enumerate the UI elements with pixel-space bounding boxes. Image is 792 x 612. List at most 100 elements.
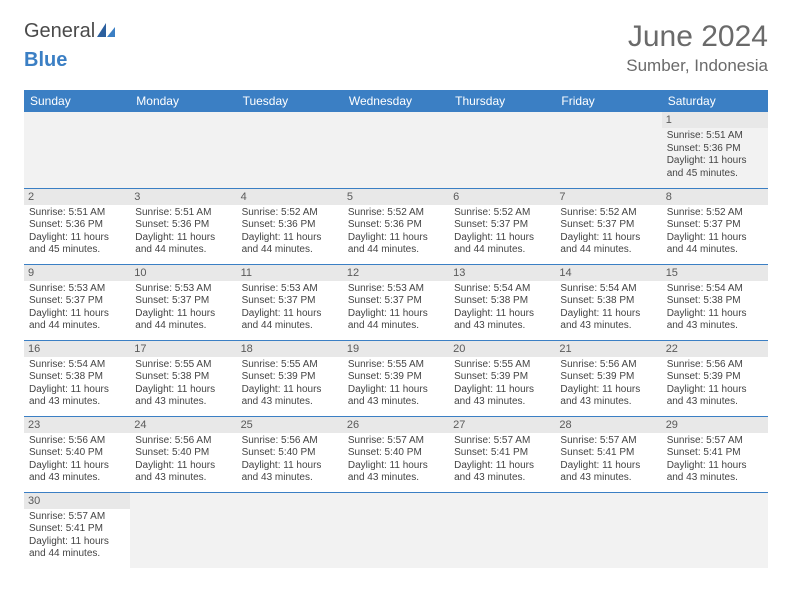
day-info: Sunrise: 5:56 AMSunset: 5:40 PMDaylight:… bbox=[242, 435, 338, 485]
calendar-day-cell: 17 Sunrise: 5:55 AMSunset: 5:38 PMDayligh… bbox=[130, 340, 236, 416]
day-info: Sunrise: 5:53 AMSunset: 5:37 PMDaylight:… bbox=[29, 283, 125, 333]
day-info: Sunrise: 5:51 AMSunset: 5:36 PMDaylight:… bbox=[667, 130, 763, 180]
day-info: Sunrise: 5:56 AMSunset: 5:40 PMDaylight:… bbox=[29, 435, 125, 485]
day-number: 29 bbox=[662, 417, 768, 433]
calendar-day-cell: 27Sunrise: 5:57 AMSunset: 5:41 PMDayligh… bbox=[449, 416, 555, 492]
calendar-day-cell: 4 Sunrise: 5:52 AMSunset: 5:36 PMDaylight… bbox=[237, 188, 343, 264]
weekday-header: Sunday bbox=[24, 90, 130, 112]
day-info: Sunrise: 5:55 AMSunset: 5:38 PMDaylight:… bbox=[135, 359, 231, 409]
day-number: 28 bbox=[555, 417, 661, 433]
calendar-day-cell bbox=[343, 112, 449, 188]
calendar-day-cell bbox=[555, 112, 661, 188]
day-number: 1 bbox=[662, 112, 768, 128]
calendar-day-cell: 3Sunrise: 5:51 AMSunset: 5:36 PMDaylight… bbox=[130, 188, 236, 264]
day-number: 8 bbox=[662, 189, 768, 205]
calendar-week-row: 2Sunrise: 5:51 AMSunset: 5:36 PMDaylight… bbox=[24, 188, 768, 264]
calendar-day-cell bbox=[130, 492, 236, 568]
day-number: 13 bbox=[449, 265, 555, 281]
day-info: Sunrise: 5:56 AMSunset: 5:39 PMDaylight:… bbox=[667, 359, 763, 409]
calendar-day-cell: 11Sunrise: 5:53 AMSunset: 5:37 PMDayligh… bbox=[237, 264, 343, 340]
calendar-day-cell: 19 Sunrise: 5:55 AMSunset: 5:39 PMDayligh… bbox=[343, 340, 449, 416]
calendar-day-cell: 26 Sunrise: 5:57 AMSunset: 5:40 PMDayligh… bbox=[343, 416, 449, 492]
weekday-header: Tuesday bbox=[237, 90, 343, 112]
calendar-day-cell bbox=[24, 112, 130, 188]
location: Sumber, Indonesia bbox=[626, 56, 768, 76]
day-info: Sunrise: 5:53 AMSunset: 5:37 PMDaylight:… bbox=[135, 283, 231, 333]
day-info: Sunrise: 5:57 AMSunset: 5:41 PMDaylight:… bbox=[667, 435, 763, 485]
day-number: 5 bbox=[343, 189, 449, 205]
day-number: 7 bbox=[555, 189, 661, 205]
day-number: 10 bbox=[130, 265, 236, 281]
day-number: 19 bbox=[343, 341, 449, 357]
day-info: Sunrise: 5:54 AMSunset: 5:38 PMDaylight:… bbox=[454, 283, 550, 333]
calendar-day-cell: 24Sunrise: 5:56 AMSunset: 5:40 PMDayligh… bbox=[130, 416, 236, 492]
day-info: Sunrise: 5:55 AMSunset: 5:39 PMDaylight:… bbox=[242, 359, 338, 409]
day-info: Sunrise: 5:52 AMSunset: 5:37 PMDaylight:… bbox=[667, 207, 763, 257]
weekday-header: Monday bbox=[130, 90, 236, 112]
day-number: 17 bbox=[130, 341, 236, 357]
logo-text-general: General bbox=[24, 20, 95, 42]
calendar-day-cell bbox=[130, 112, 236, 188]
day-info: Sunrise: 5:52 AMSunset: 5:36 PMDaylight:… bbox=[348, 207, 444, 257]
calendar-day-cell bbox=[555, 492, 661, 568]
calendar-day-cell: 15 Sunrise: 5:54 AMSunset: 5:38 PMDayligh… bbox=[662, 264, 768, 340]
day-info: Sunrise: 5:52 AMSunset: 5:36 PMDaylight:… bbox=[242, 207, 338, 257]
header: General Blue June 2024 Sumber, Indonesia bbox=[24, 20, 768, 76]
calendar-day-cell: 10 Sunrise: 5:53 AMSunset: 5:37 PMDayligh… bbox=[130, 264, 236, 340]
day-number: 11 bbox=[237, 265, 343, 281]
day-number: 22 bbox=[662, 341, 768, 357]
day-info: Sunrise: 5:54 AMSunset: 5:38 PMDaylight:… bbox=[560, 283, 656, 333]
logo-text-blue: Blue bbox=[24, 49, 67, 71]
calendar-day-cell: 7 Sunrise: 5:52 AMSunset: 5:37 PMDaylight… bbox=[555, 188, 661, 264]
day-info: Sunrise: 5:54 AMSunset: 5:38 PMDaylight:… bbox=[667, 283, 763, 333]
calendar-day-cell: 2Sunrise: 5:51 AMSunset: 5:36 PMDaylight… bbox=[24, 188, 130, 264]
calendar-day-cell: 20Sunrise: 5:55 AMSunset: 5:39 PMDayligh… bbox=[449, 340, 555, 416]
day-info: Sunrise: 5:56 AMSunset: 5:39 PMDaylight:… bbox=[560, 359, 656, 409]
weekday-header: Wednesday bbox=[343, 90, 449, 112]
day-number: 16 bbox=[24, 341, 130, 357]
day-number: 26 bbox=[343, 417, 449, 433]
calendar-day-cell: 22 Sunrise: 5:56 AMSunset: 5:39 PMDayligh… bbox=[662, 340, 768, 416]
calendar-week-row: 23 Sunrise: 5:56 AMSunset: 5:40 PMDayligh… bbox=[24, 416, 768, 492]
day-info: Sunrise: 5:53 AMSunset: 5:37 PMDaylight:… bbox=[348, 283, 444, 333]
day-info: Sunrise: 5:52 AMSunset: 5:37 PMDaylight:… bbox=[560, 207, 656, 257]
calendar-day-cell: 6Sunrise: 5:52 AMSunset: 5:37 PMDaylight… bbox=[449, 188, 555, 264]
calendar-week-row: 1 Sunrise: 5:51 AMSunset: 5:36 PMDaylight… bbox=[24, 112, 768, 188]
day-number: 23 bbox=[24, 417, 130, 433]
calendar-day-cell bbox=[449, 492, 555, 568]
day-info: Sunrise: 5:55 AMSunset: 5:39 PMDaylight:… bbox=[348, 359, 444, 409]
calendar-day-cell: 9Sunrise: 5:53 AMSunset: 5:37 PMDaylight… bbox=[24, 264, 130, 340]
weekday-header: Thursday bbox=[449, 90, 555, 112]
logo-sail-icon bbox=[97, 20, 115, 43]
logo: General Blue bbox=[24, 20, 115, 72]
day-info: Sunrise: 5:57 AMSunset: 5:40 PMDaylight:… bbox=[348, 435, 444, 485]
month-title: June 2024 bbox=[626, 20, 768, 54]
day-info: Sunrise: 5:55 AMSunset: 5:39 PMDaylight:… bbox=[454, 359, 550, 409]
calendar-day-cell: 29 Sunrise: 5:57 AMSunset: 5:41 PMDayligh… bbox=[662, 416, 768, 492]
day-number: 21 bbox=[555, 341, 661, 357]
calendar-week-row: 16 Sunrise: 5:54 AMSunset: 5:38 PMDayligh… bbox=[24, 340, 768, 416]
day-number: 15 bbox=[662, 265, 768, 281]
calendar-day-cell bbox=[237, 492, 343, 568]
weekday-header-row: Sunday Monday Tuesday Wednesday Thursday… bbox=[24, 90, 768, 112]
calendar-day-cell bbox=[343, 492, 449, 568]
day-number: 4 bbox=[237, 189, 343, 205]
day-info: Sunrise: 5:56 AMSunset: 5:40 PMDaylight:… bbox=[135, 435, 231, 485]
calendar-day-cell bbox=[237, 112, 343, 188]
calendar-day-cell: 5 Sunrise: 5:52 AMSunset: 5:36 PMDaylight… bbox=[343, 188, 449, 264]
day-info: Sunrise: 5:51 AMSunset: 5:36 PMDaylight:… bbox=[29, 207, 125, 257]
day-number: 25 bbox=[237, 417, 343, 433]
calendar-day-cell: 12Sunrise: 5:53 AMSunset: 5:37 PMDayligh… bbox=[343, 264, 449, 340]
calendar-day-cell: 28Sunrise: 5:57 AMSunset: 5:41 PMDayligh… bbox=[555, 416, 661, 492]
weekday-header: Friday bbox=[555, 90, 661, 112]
weekday-header: Saturday bbox=[662, 90, 768, 112]
day-number: 6 bbox=[449, 189, 555, 205]
day-number: 14 bbox=[555, 265, 661, 281]
calendar-day-cell: 16 Sunrise: 5:54 AMSunset: 5:38 PMDayligh… bbox=[24, 340, 130, 416]
calendar-day-cell: 1 Sunrise: 5:51 AMSunset: 5:36 PMDaylight… bbox=[662, 112, 768, 188]
calendar-day-cell: 13 Sunrise: 5:54 AMSunset: 5:38 PMDayligh… bbox=[449, 264, 555, 340]
day-info: Sunrise: 5:54 AMSunset: 5:38 PMDaylight:… bbox=[29, 359, 125, 409]
calendar-day-cell bbox=[449, 112, 555, 188]
calendar-day-cell: 18Sunrise: 5:55 AMSunset: 5:39 PMDayligh… bbox=[237, 340, 343, 416]
calendar-week-row: 30Sunrise: 5:57 AMSunset: 5:41 PMDayligh… bbox=[24, 492, 768, 568]
